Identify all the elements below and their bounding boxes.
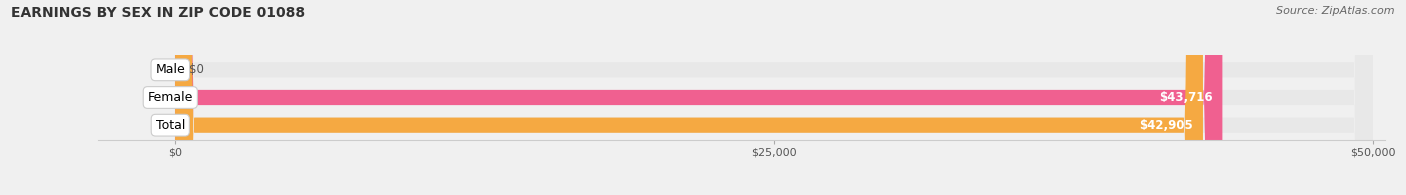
- FancyBboxPatch shape: [176, 0, 1222, 195]
- Text: EARNINGS BY SEX IN ZIP CODE 01088: EARNINGS BY SEX IN ZIP CODE 01088: [11, 6, 305, 20]
- Text: Male: Male: [156, 63, 186, 76]
- FancyBboxPatch shape: [176, 0, 1204, 195]
- Text: Total: Total: [156, 119, 186, 132]
- Text: $42,905: $42,905: [1140, 119, 1194, 132]
- FancyBboxPatch shape: [176, 0, 1372, 195]
- Text: $0: $0: [190, 63, 204, 76]
- Text: Source: ZipAtlas.com: Source: ZipAtlas.com: [1277, 6, 1395, 16]
- Text: $43,716: $43,716: [1159, 91, 1213, 104]
- Text: Female: Female: [148, 91, 193, 104]
- FancyBboxPatch shape: [176, 0, 1372, 195]
- FancyBboxPatch shape: [176, 0, 1372, 195]
